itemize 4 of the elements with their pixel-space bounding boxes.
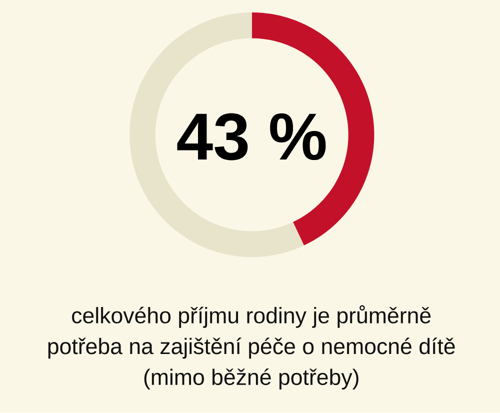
text: 43 %	[177, 113, 326, 160]
text: potřeba na zajištění péče o nemocné dítě	[48, 338, 455, 359]
text: celkového příjmu rodiny je průměrně	[72, 305, 431, 328]
text: (mimo běžné potřeby)	[144, 368, 358, 390]
